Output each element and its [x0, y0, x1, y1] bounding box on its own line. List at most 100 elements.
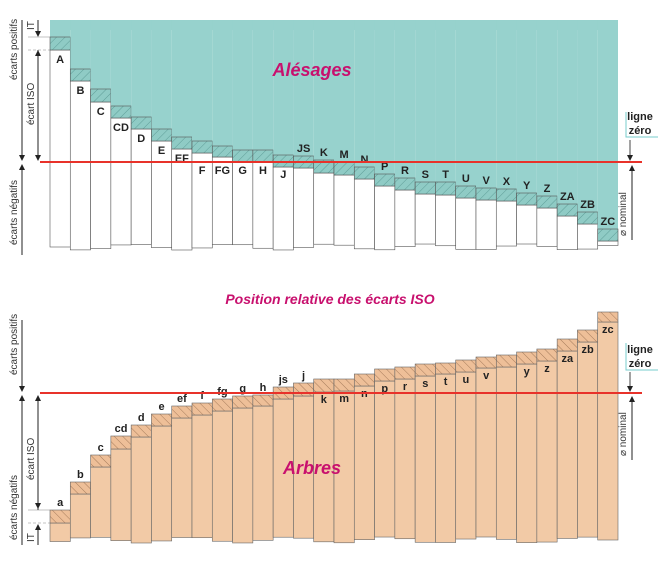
bore-tolerance-band — [435, 181, 457, 196]
shaft-label-u: u — [462, 374, 469, 386]
bore-tolerance-fill — [212, 20, 233, 157]
bore-column — [516, 204, 538, 245]
shaft-tolerance-band — [435, 362, 457, 375]
shaft-label-ef: ef — [177, 393, 187, 405]
shaft-tolerance-band — [374, 368, 396, 382]
shafts-diagram: abccddeefffgghjsjkmnprstuvyzzazbzc — [40, 311, 642, 544]
shaft-label-f: f — [200, 390, 204, 402]
bore-column — [69, 80, 91, 251]
bore-label-js: JS — [297, 143, 310, 155]
shaft-label-b: b — [77, 469, 84, 481]
shaft-label-zb: zb — [581, 344, 594, 356]
bore-label-v: V — [482, 175, 490, 187]
shaft-tolerance-band — [232, 395, 254, 409]
shaft-label-j: j — [301, 370, 305, 382]
middle-title: Position relative des écarts ISO — [225, 291, 434, 307]
top-positive-label: écarts positifs — [9, 19, 20, 80]
bore-tolerance-fill — [394, 20, 416, 190]
bore-tolerance-fill — [516, 20, 537, 205]
shaft-tolerance-band — [394, 366, 416, 380]
bore-column — [313, 172, 335, 245]
shaft-tolerance-band — [516, 351, 538, 365]
shaft-label-t: t — [444, 376, 448, 388]
bore-tolerance-band — [191, 140, 213, 154]
shaft-column — [69, 493, 91, 539]
bore-column — [414, 193, 436, 245]
bore-column — [435, 194, 457, 247]
shaft-tolerance-band — [495, 354, 517, 368]
bore-tolerance-fill — [131, 20, 152, 129]
shaft-label-y: y — [524, 366, 531, 378]
bore-column — [110, 117, 132, 246]
bore-tolerance-band — [130, 116, 152, 130]
bore-tolerance-fill — [476, 20, 497, 200]
shaft-label-r: r — [403, 381, 408, 393]
bore-tolerance-band — [151, 128, 173, 142]
bore-tolerance-fill — [354, 20, 375, 179]
shaft-tolerance-band — [536, 348, 558, 362]
shaft-label-js: js — [278, 374, 288, 386]
shaft-tolerance-band — [455, 359, 477, 373]
bore-column — [495, 200, 517, 247]
shaft-column — [597, 321, 619, 541]
bore-tolerance-fill — [334, 20, 355, 175]
bore-column — [130, 128, 152, 245]
bore-label-d: D — [137, 133, 145, 145]
bore-column — [475, 199, 497, 250]
shaft-label-s: s — [422, 378, 428, 390]
bore-tolerance-fill — [313, 20, 334, 173]
top-zero-label-1: ligne — [627, 111, 653, 123]
bore-tolerance-band — [69, 68, 91, 82]
bottom-it-label: IT — [26, 533, 37, 542]
shaft-column — [394, 378, 416, 540]
shaft-tolerance-band — [130, 424, 152, 438]
bottom-left-axis: écarts positifs écart ISO écarts négatif… — [9, 314, 50, 545]
bore-tolerance-fill — [293, 20, 314, 168]
shaft-column — [353, 385, 375, 540]
shaft-label-zc: zc — [602, 324, 614, 336]
bore-column — [556, 215, 578, 250]
bore-label-f: F — [199, 165, 206, 177]
bore-label-ef: EF — [175, 153, 189, 165]
bore-label-y: Y — [523, 180, 531, 192]
shaft-column — [556, 350, 578, 539]
bottom-negative-label: écarts négatifs — [9, 475, 20, 540]
shaft-label-c: c — [98, 442, 104, 454]
shaft-label-z: z — [544, 363, 550, 375]
bore-column — [597, 240, 619, 246]
bore-tolerance-fill — [110, 20, 132, 118]
bore-tolerance-band — [232, 149, 254, 163]
shaft-label-h: h — [260, 382, 267, 394]
bore-tolerance-band — [171, 136, 193, 150]
shaft-tolerance-band — [69, 481, 91, 495]
bore-label-fg: FG — [215, 165, 230, 177]
bore-tolerance-band — [49, 36, 71, 51]
bore-label-c: C — [97, 106, 105, 118]
bore-label-b: B — [76, 85, 84, 97]
bore-tolerance-fill — [496, 20, 517, 201]
bore-tolerance-band — [597, 228, 619, 242]
shaft-column — [171, 417, 193, 538]
shaft-tolerance-band — [577, 329, 599, 343]
bore-label-cd: CD — [113, 122, 129, 134]
shaft-label-g: g — [239, 383, 246, 395]
bore-column — [49, 49, 71, 248]
shaft-column — [151, 425, 173, 542]
shafts-title: Arbres — [282, 458, 341, 478]
bore-column — [394, 189, 416, 247]
bore-column — [90, 101, 112, 249]
shaft-column — [435, 373, 457, 543]
shaft-label-d: d — [138, 412, 145, 424]
bore-tolerance-fill — [455, 20, 476, 198]
top-left-axis: écarts positifs écart ISO écarts négatif… — [9, 19, 50, 255]
shaft-tolerance-band — [313, 378, 335, 393]
bore-column — [333, 174, 355, 246]
shaft-column — [191, 414, 213, 539]
bore-tolerance-band — [353, 166, 375, 180]
shaft-label-a: a — [57, 497, 64, 509]
bore-label-s: S — [422, 169, 429, 181]
shaft-label-e: e — [159, 401, 165, 413]
bottom-zero-label-1: ligne — [627, 344, 653, 356]
